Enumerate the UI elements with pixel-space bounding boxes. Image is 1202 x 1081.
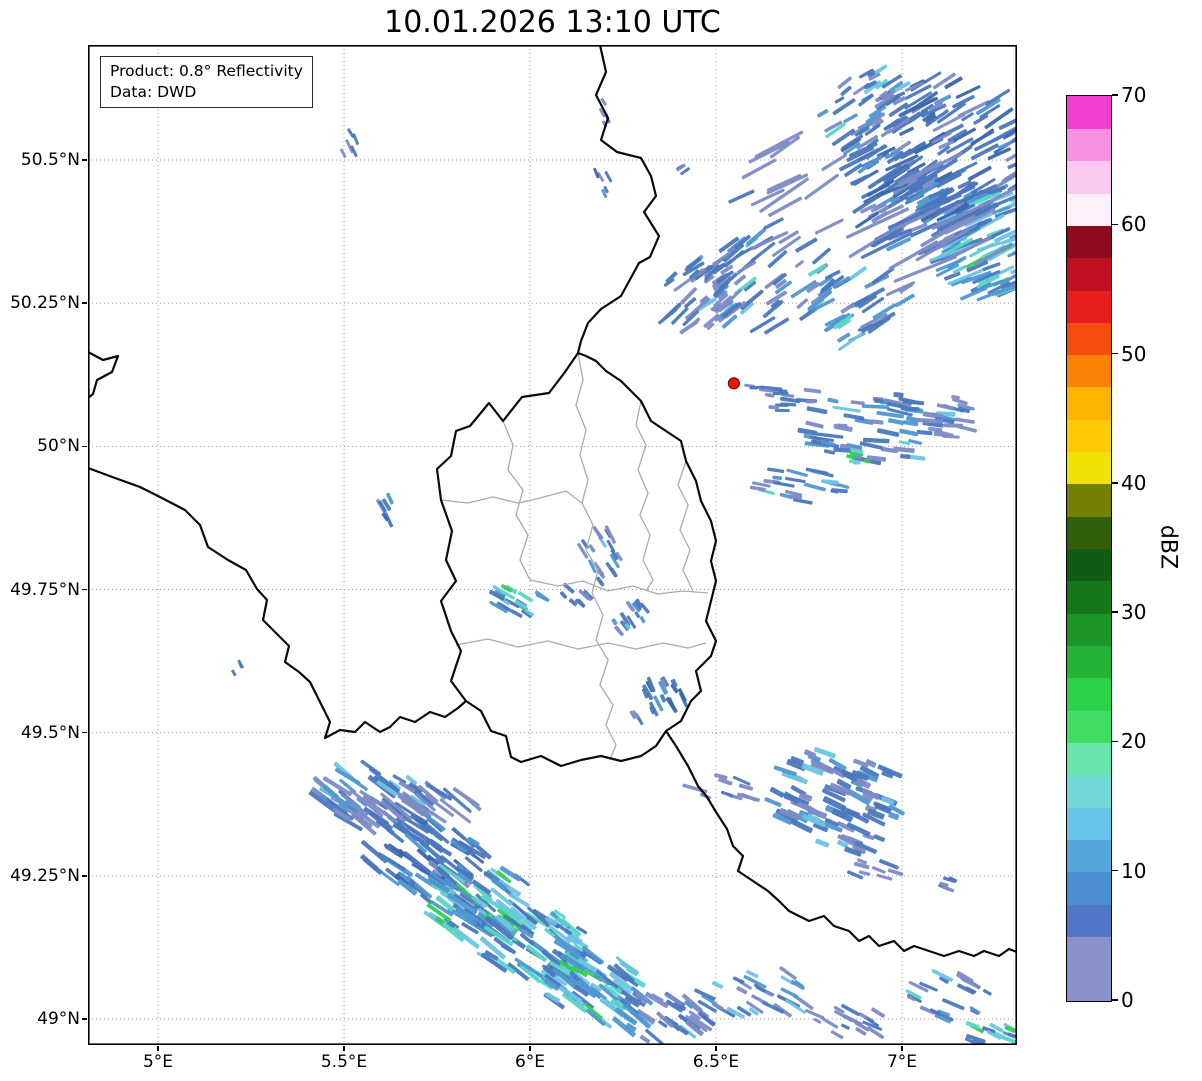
colorbar-segment: [1067, 548, 1111, 582]
x-tick-mark: [715, 1046, 717, 1051]
colorbar-tick-mark: [1112, 482, 1118, 484]
y-tick-label: 49.75°N: [10, 579, 80, 600]
y-tick-label: 49°N: [37, 1009, 80, 1030]
colorbar-segment: [1067, 354, 1111, 388]
country-borders: [88, 45, 1017, 958]
y-tick-label: 49.5°N: [20, 722, 80, 743]
colorbar-segment: [1067, 386, 1111, 420]
colorbar-tick-label: 60: [1121, 212, 1147, 237]
y-tick-label: 49.25°N: [10, 865, 80, 886]
x-tick-mark: [901, 1046, 903, 1051]
y-tick-label: 50.5°N: [20, 149, 80, 170]
colorbar-segment: [1067, 257, 1111, 291]
colorbar-segment: [1067, 160, 1111, 194]
colorbar-segment: [1067, 839, 1111, 873]
y-tick-mark: [82, 302, 87, 304]
colorbar-tick-mark: [1112, 94, 1118, 96]
radar-site-marker: [727, 377, 740, 390]
y-tick-label: 50.25°N: [10, 293, 80, 314]
y-tick-mark: [82, 588, 87, 591]
x-tick-mark: [157, 1046, 159, 1051]
colorbar-segment: [1067, 419, 1111, 453]
colorbar-tick-label: 70: [1121, 83, 1147, 107]
map-plot: Product: 0.8° Reflectivity Data: DWD: [88, 45, 1017, 1045]
colorbar-tick-mark: [1112, 223, 1118, 226]
y-tick-mark: [82, 731, 87, 734]
radar-echoes: [231, 64, 1017, 1045]
colorbar-segment: [1067, 128, 1111, 162]
colorbar: [1066, 95, 1112, 1002]
colorbar-segment: [1067, 516, 1111, 550]
y-tick-mark: [82, 445, 87, 448]
colorbar-segment: [1067, 710, 1111, 743]
x-tick-mark: [343, 1046, 345, 1051]
y-tick-mark: [82, 159, 87, 161]
y-tick-mark: [82, 875, 87, 877]
colorbar-tick-mark: [1112, 999, 1118, 1001]
map-canvas: [88, 45, 1017, 1045]
colorbar-segment: [1067, 483, 1111, 517]
colorbar-segment: [1067, 580, 1111, 614]
colorbar-segment: [1067, 645, 1111, 679]
y-tick-mark: [82, 1018, 87, 1020]
colorbar-segment: [1067, 322, 1111, 356]
product-info-box: Product: 0.8° Reflectivity Data: DWD: [100, 56, 313, 108]
colorbar-axis-label: dBZ: [1155, 524, 1181, 570]
colorbar-tick-mark: [1112, 611, 1118, 613]
x-tick-label: 7°E: [886, 1052, 918, 1072]
colorbar-tick-mark: [1112, 740, 1118, 743]
colorbar-segment: [1067, 289, 1111, 323]
colorbar-tick-mark: [1112, 869, 1118, 872]
colorbar-tick-label: 40: [1121, 470, 1147, 495]
colorbar-segment: [1067, 225, 1111, 259]
x-tick-label: 6°E: [514, 1052, 546, 1072]
colorbar-segment: [1067, 613, 1111, 647]
data-source-line: Data: DWD: [110, 82, 197, 101]
colorbar-tick-label: 30: [1121, 600, 1147, 625]
colorbar-segment: [1067, 742, 1111, 776]
figure-title: 10.01.2026 13:10 UTC: [384, 5, 721, 40]
x-tick-label: 5.5°E: [320, 1052, 368, 1072]
x-tick-mark: [529, 1046, 531, 1051]
colorbar-tick-mark: [1112, 352, 1118, 355]
product-info-line: Product: 0.8° Reflectivity: [110, 62, 303, 80]
x-tick-label: 6.5°E: [692, 1052, 740, 1072]
colorbar-segment: [1067, 451, 1111, 485]
colorbar-segment: [1067, 774, 1111, 808]
y-tick-label: 50°N: [37, 436, 80, 457]
colorbar-segment: [1067, 677, 1111, 711]
colorbar-segment: [1067, 192, 1111, 226]
colorbar-segment: [1067, 871, 1111, 905]
colorbar-tick-label: 20: [1121, 729, 1147, 754]
colorbar-tick-label: 50: [1121, 341, 1147, 366]
region-borders: [440, 352, 709, 758]
plot-frame: [88, 45, 1017, 1045]
colorbar-segment: [1067, 936, 1111, 1001]
colorbar-segment: [1067, 807, 1111, 840]
colorbar-segment: [1067, 904, 1111, 937]
colorbar-tick-label: 0: [1121, 988, 1134, 1012]
colorbar-segment: [1067, 96, 1111, 129]
x-tick-label: 5°E: [142, 1052, 174, 1072]
colorbar-tick-label: 10: [1121, 858, 1147, 883]
